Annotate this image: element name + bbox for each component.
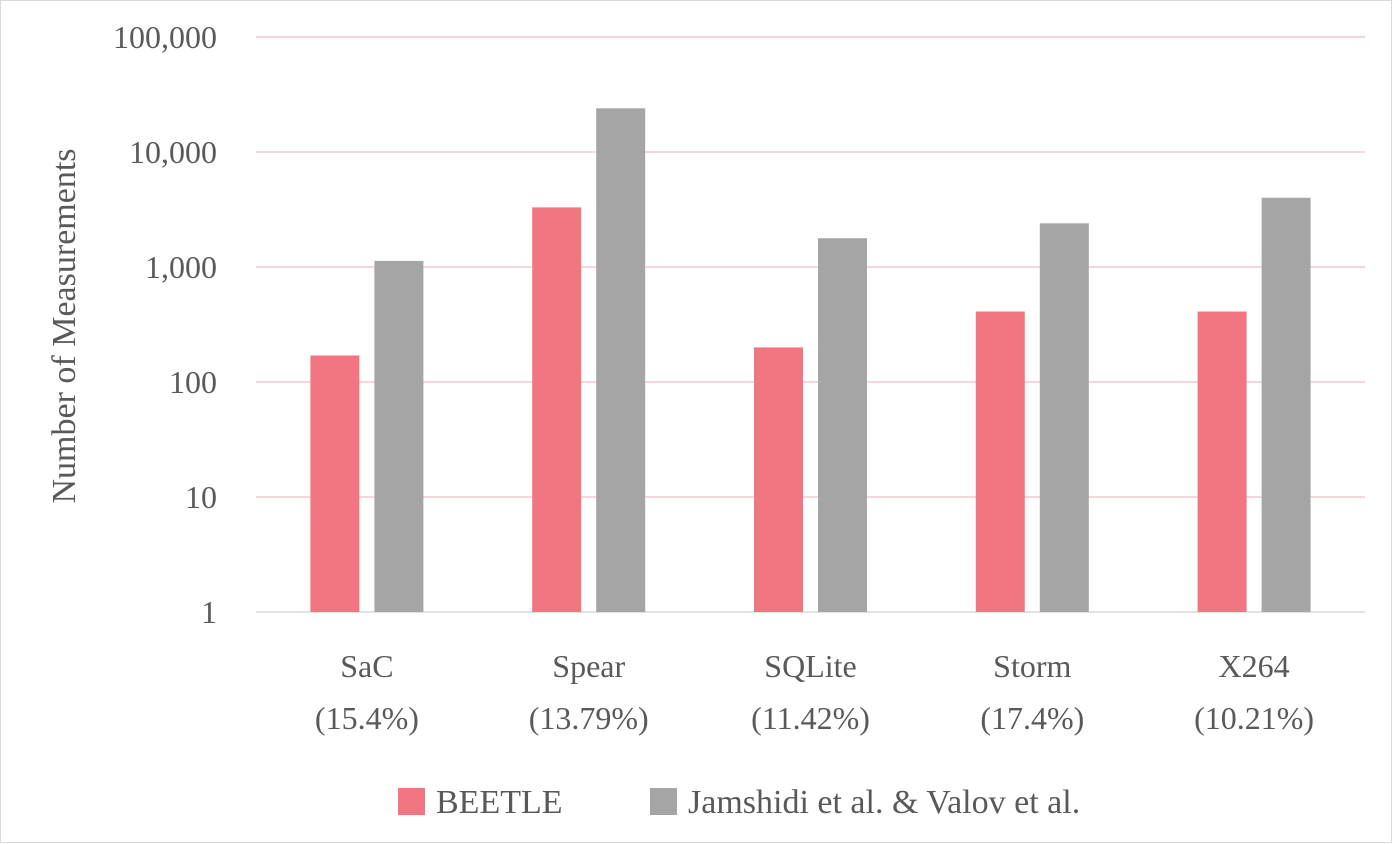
x-category-label: Storm	[993, 648, 1071, 684]
y-tick-label: 1,000	[145, 249, 217, 285]
bar-jamshidi-et-al-valov-et-al-sqlite	[818, 238, 867, 612]
y-tick-label: 10	[185, 479, 217, 515]
bar-beetle-x264	[1197, 311, 1247, 612]
x-category-sublabel: (15.4%)	[315, 700, 419, 736]
legend-swatch	[398, 788, 425, 815]
x-category-sublabel: (17.4%)	[980, 700, 1084, 736]
bars	[310, 108, 1311, 613]
y-tick-label: 100,000	[113, 19, 217, 55]
bar-jamshidi-et-al-valov-et-al-spear	[596, 108, 646, 613]
y-tick-label: 1	[201, 594, 217, 630]
y-axis-ticks: 1 10 100 1,000 10,000 100,000	[113, 19, 217, 630]
y-tick-label: 10,000	[129, 134, 217, 170]
legend: BEETLE Jamshidi et al. & Valov et al.	[398, 784, 1080, 821]
bar-jamshidi-et-al-valov-et-al-storm	[1039, 223, 1089, 613]
x-category-label: X264	[1219, 648, 1290, 684]
bar-jamshidi-et-al-valov-et-al-x264	[1261, 197, 1311, 612]
gridlines	[256, 36, 1365, 613]
x-category-sublabel: (10.21%)	[1194, 700, 1314, 736]
y-axis-title: Number of Measurements	[46, 148, 83, 503]
x-category-label: SQLite	[764, 648, 856, 684]
x-category-sublabel: (11.42%)	[751, 700, 870, 736]
legend-label: Jamshidi et al. & Valov et al.	[688, 784, 1080, 821]
bar-jamshidi-et-al-valov-et-al-sac	[374, 260, 424, 612]
legend-label: BEETLE	[436, 784, 563, 821]
bar-beetle-sqlite	[754, 347, 803, 612]
bar-beetle-storm	[975, 311, 1025, 612]
legend-swatch	[650, 788, 677, 815]
bar-beetle-sac	[310, 355, 360, 612]
x-category-sublabel: (13.79%)	[529, 700, 649, 736]
x-axis-categories: SaC (15.4%) Spear (13.79%) SQLite (11.42%) Sto…	[315, 648, 1314, 736]
bar-beetle-spear	[532, 207, 582, 612]
x-category-label: Spear	[552, 648, 625, 684]
y-tick-label: 100	[169, 364, 217, 400]
x-category-label: SaC	[340, 648, 393, 684]
